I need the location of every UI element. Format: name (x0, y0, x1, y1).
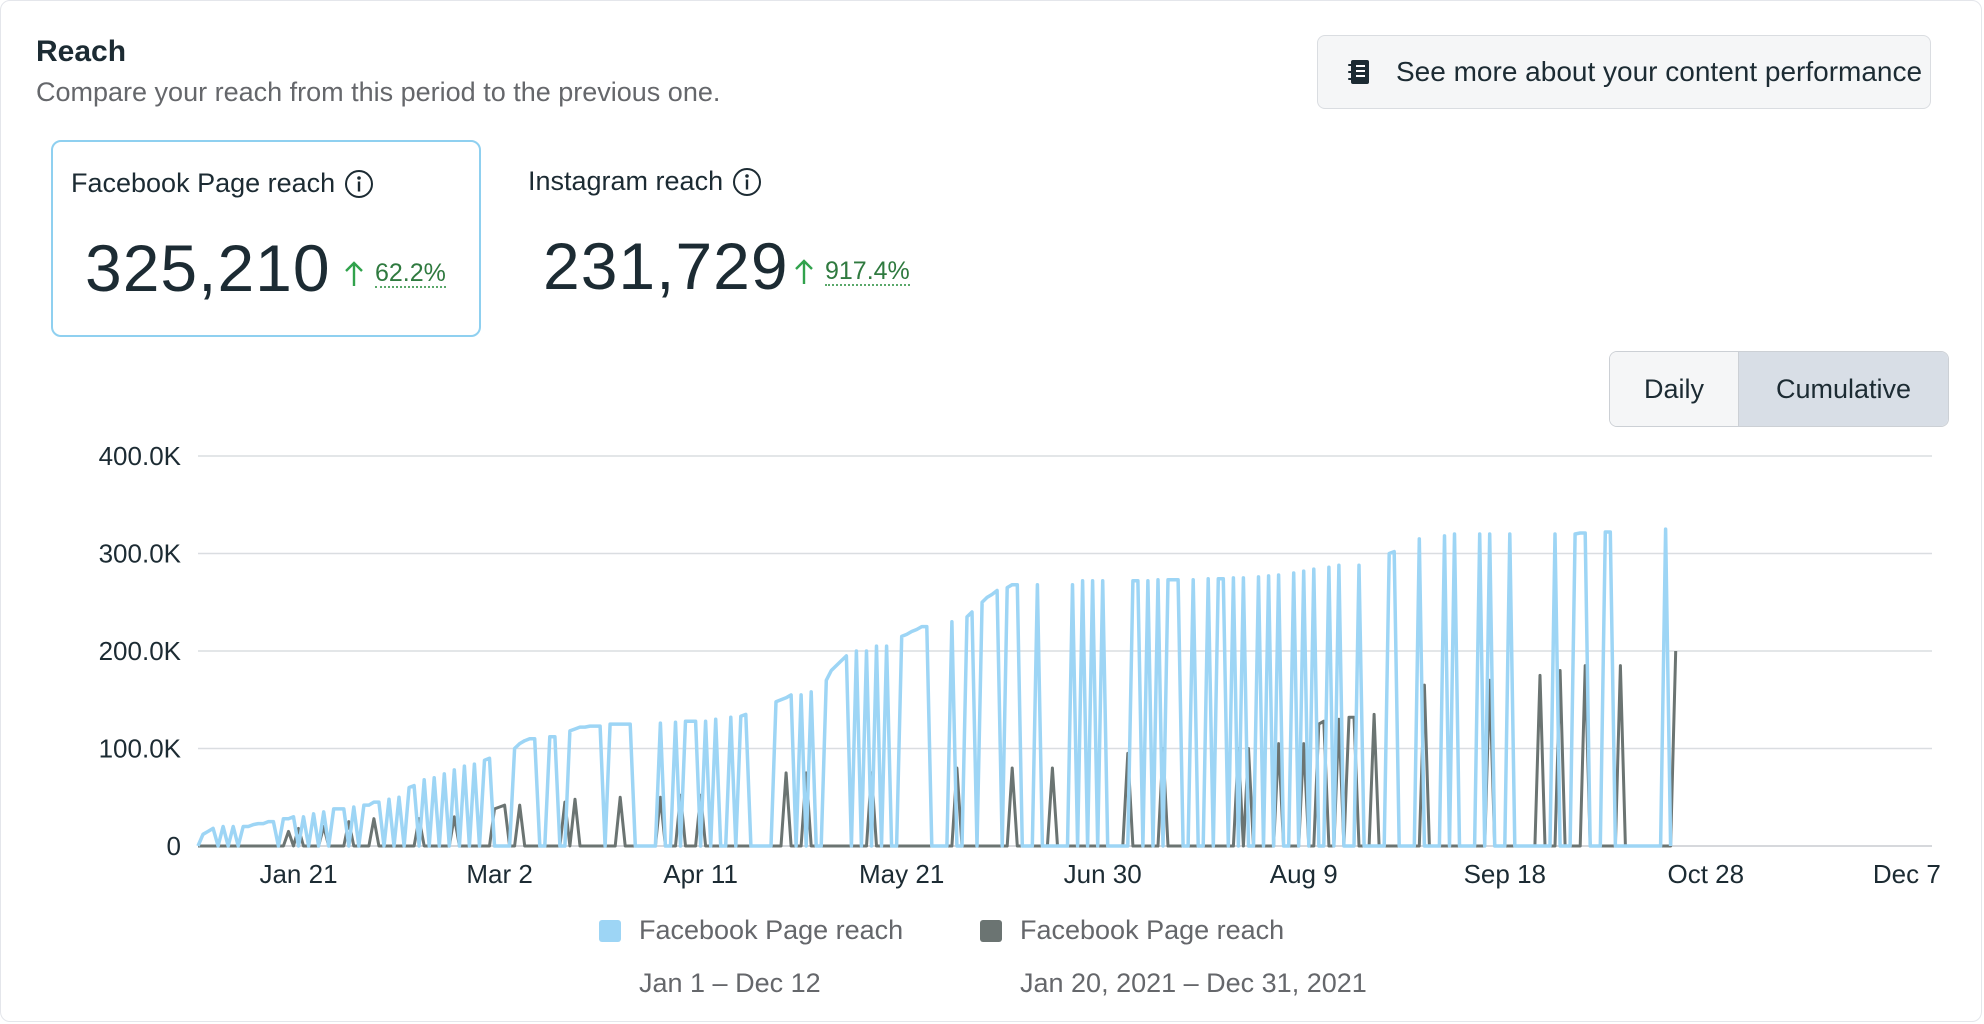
section-title: Reach (36, 35, 127, 68)
series-line-current (196, 527, 1673, 848)
x-tick-label: Aug 9 (1270, 859, 1338, 889)
metric-facebook-page-reach[interactable]: Facebook Page reach 325,210 62.2% (51, 140, 481, 337)
arrow-up-icon (345, 261, 363, 286)
x-tick-label: Jan 21 (259, 859, 337, 889)
metric-instagram-reach[interactable]: Instagram reach 231,729 917.4% (501, 140, 961, 337)
y-tick-label: 400.0K (99, 441, 182, 471)
y-tick-label: 300.0K (99, 539, 182, 569)
metric-value: 325,210 (85, 231, 331, 305)
notebook-icon (1348, 60, 1369, 84)
y-tick-label: 100.0K (99, 734, 182, 764)
legend-label: Facebook Page reach (1020, 915, 1285, 945)
reach-line-chart: 0 100.0K 200.0K 300.0K 400.0K Jan 21 Mar 2 Apr … (99, 441, 1941, 889)
metric-change: 62.2% (343, 260, 446, 288)
legend-item-current[interactable]: Facebook Page reach Jan 1 – Dec 12 (599, 915, 903, 999)
metric-label: Facebook Page reach (71, 168, 336, 198)
info-icon[interactable] (344, 169, 374, 199)
arrow-up-icon (795, 259, 813, 284)
x-tick-label: Dec 7 (1873, 859, 1941, 889)
metric-value: 231,729 (543, 229, 789, 303)
metric-change: 917.4% (793, 258, 910, 286)
section-subtitle: Compare your reach from this period to t… (36, 77, 721, 107)
see-more-label: See more about your content performance (1396, 56, 1923, 87)
legend-swatch (599, 919, 621, 942)
x-tick-label: Oct 28 (1668, 859, 1745, 889)
x-tick-label: May 21 (859, 859, 944, 889)
legend-date-range: Jan 1 – Dec 12 (639, 968, 821, 998)
x-tick-label: Apr 11 (663, 859, 738, 889)
legend-label: Facebook Page reach (639, 915, 904, 945)
metric-label: Instagram reach (528, 166, 724, 196)
toggle-daily-button[interactable]: Daily (1610, 352, 1739, 426)
legend-date-range: Jan 20, 2021 – Dec 31, 2021 (1020, 968, 1367, 998)
view-toggle: Daily Cumulative (1609, 351, 1949, 427)
legend-swatch (980, 919, 1002, 942)
metric-change-percent[interactable]: 62.2% (375, 259, 446, 288)
y-tick-label: 200.0K (99, 636, 182, 666)
see-more-button[interactable]: See more about your content performance (1317, 35, 1931, 109)
x-tick-label: Mar 2 (466, 859, 532, 889)
metric-change-percent[interactable]: 917.4% (825, 257, 910, 286)
x-tick-label: Sep 18 (1464, 859, 1546, 889)
legend-item-previous[interactable]: Facebook Page reach Jan 20, 2021 – Dec 3… (980, 915, 1367, 999)
info-icon[interactable] (732, 167, 762, 197)
x-tick-label: Jun 30 (1064, 859, 1142, 889)
y-tick-label: 0 (167, 831, 181, 861)
toggle-cumulative-button[interactable]: Cumulative (1739, 352, 1948, 426)
